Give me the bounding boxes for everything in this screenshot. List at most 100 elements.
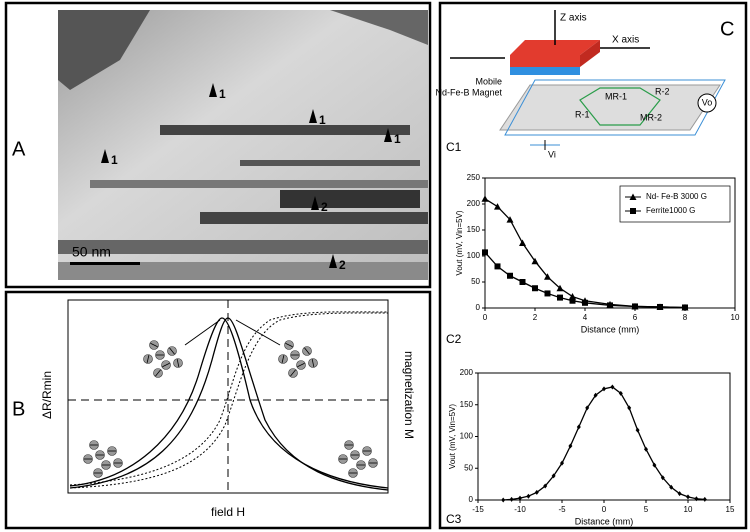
diagram-label: X axis <box>612 35 639 46</box>
data-point <box>576 424 581 430</box>
data-point <box>582 299 588 306</box>
scale-bar-label: 50 nm <box>72 244 111 260</box>
diagram-label: R-1 <box>575 109 590 119</box>
spin-axis <box>146 355 150 363</box>
data-point <box>526 493 531 499</box>
panel-label: C <box>720 18 734 40</box>
panel-label: A <box>12 138 26 160</box>
y-axis-label: ΔR/Rmin <box>40 371 54 419</box>
x-tick-label: 6 <box>633 313 638 322</box>
x-tick-label: 10 <box>684 505 693 514</box>
diagram-label: MR-2 <box>640 112 662 122</box>
data-point <box>532 285 538 292</box>
y-tick-label: 0 <box>469 495 474 504</box>
data-point <box>494 263 501 270</box>
x-axis-label: field H <box>211 505 245 519</box>
x-tick-label: 15 <box>726 505 735 514</box>
x-tick-label: -10 <box>514 505 526 514</box>
data-point <box>632 303 638 310</box>
data-point <box>531 257 539 265</box>
data-point <box>482 249 488 256</box>
x-tick-label: 8 <box>683 313 688 322</box>
data-point <box>657 303 663 310</box>
y-tick-label: 100 <box>460 432 474 441</box>
y-tick-label: 200 <box>467 199 481 208</box>
resistance-curve <box>69 317 389 489</box>
y2-axis-label: magnetization M <box>402 351 416 439</box>
marker-arrow <box>101 149 109 163</box>
data-point <box>694 496 699 502</box>
marker-arrow <box>329 254 337 268</box>
spin-axis <box>311 359 315 367</box>
data-point <box>519 279 526 285</box>
y-tick-label: 150 <box>460 400 474 409</box>
data-point <box>507 272 513 279</box>
spin-axis <box>304 347 310 355</box>
diagram-label: MR-1 <box>605 91 627 101</box>
series-line <box>503 386 705 501</box>
x-tick-label: 5 <box>644 505 649 514</box>
data-point <box>585 405 590 411</box>
data-point <box>560 460 564 466</box>
data-point <box>644 446 648 452</box>
x-tick-label: 0 <box>602 505 607 514</box>
magnetization-curve <box>69 312 389 489</box>
y-tick-label: 0 <box>476 303 481 312</box>
data-point <box>660 475 665 481</box>
spin-axis <box>169 347 175 355</box>
data-point <box>677 491 682 497</box>
data-point <box>557 294 563 301</box>
data-point <box>518 495 522 501</box>
data-point <box>686 494 690 500</box>
data-point <box>506 216 514 223</box>
spin-groups <box>83 340 378 478</box>
panel-label: B <box>12 398 25 420</box>
marker-label: 1 <box>319 113 326 127</box>
data-point <box>618 390 623 396</box>
marker-label: 1 <box>111 153 118 167</box>
x-tick-label: -15 <box>472 505 484 514</box>
y-axis-label: Vout (mV, Vin=5V) <box>455 210 464 275</box>
micrograph <box>58 10 428 280</box>
x-tick-label: -5 <box>558 505 566 514</box>
spin-axis <box>297 362 305 368</box>
data-point <box>669 484 674 490</box>
y-axis-label: Vout (mV, Vin=5V) <box>448 404 457 469</box>
data-point <box>551 473 556 479</box>
y-tick-label: 200 <box>460 368 474 377</box>
panel-label: C2 <box>446 332 462 346</box>
data-point <box>569 297 576 304</box>
data-point <box>593 392 598 398</box>
data-point <box>481 195 489 202</box>
plot-frame <box>477 372 731 501</box>
data-point <box>501 497 506 503</box>
arrow <box>184 319 221 346</box>
data-point <box>543 483 548 489</box>
data-point <box>629 193 637 200</box>
data-point <box>635 427 640 433</box>
data-point <box>682 304 688 311</box>
arrow <box>235 319 281 346</box>
panel-a-frame <box>4 1 432 289</box>
diagram-label: Z axis <box>560 13 587 24</box>
marker-label: 1 <box>219 87 226 101</box>
marker-label: 1 <box>394 132 401 146</box>
data-point <box>630 208 636 214</box>
data-point <box>627 405 632 411</box>
data-point <box>602 386 606 392</box>
x-axis-label: Distance (mm) <box>581 324 640 334</box>
y-tick-label: 50 <box>464 463 473 472</box>
data-point <box>556 284 564 292</box>
magnetization-curve <box>69 311 389 486</box>
sensor-diagram <box>450 10 726 150</box>
spin-axis <box>281 355 285 363</box>
spin-axis <box>285 342 293 348</box>
data-point <box>568 443 573 449</box>
x-tick-label: 2 <box>533 313 538 322</box>
marker-arrow <box>311 196 319 210</box>
data-point <box>610 384 615 390</box>
diagram-label: Mobile <box>475 76 502 86</box>
x-tick-label: 0 <box>483 313 488 322</box>
diagram-label: Vo <box>702 97 713 107</box>
